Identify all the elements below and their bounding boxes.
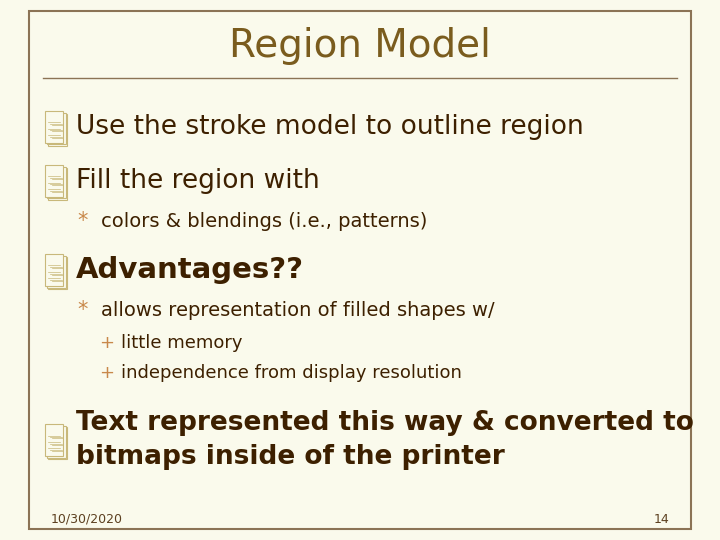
FancyBboxPatch shape — [45, 254, 63, 286]
FancyBboxPatch shape — [45, 165, 63, 197]
Text: Use the stroke model to outline region: Use the stroke model to outline region — [76, 114, 583, 140]
FancyBboxPatch shape — [48, 113, 67, 145]
Text: 14: 14 — [654, 513, 670, 526]
FancyBboxPatch shape — [47, 426, 66, 458]
Text: Fill the region with: Fill the region with — [76, 168, 320, 194]
Text: Advantages??: Advantages?? — [76, 256, 304, 284]
Text: +: + — [99, 334, 114, 352]
FancyBboxPatch shape — [45, 424, 63, 456]
FancyBboxPatch shape — [48, 167, 67, 199]
Text: *: * — [78, 211, 88, 232]
Text: allows representation of filled shapes w/: allows representation of filled shapes w… — [101, 301, 495, 320]
Text: 10/30/2020: 10/30/2020 — [50, 513, 122, 526]
Text: Text represented this way & converted to
bitmaps inside of the printer: Text represented this way & converted to… — [76, 410, 693, 470]
FancyBboxPatch shape — [45, 111, 63, 143]
Text: colors & blendings (i.e., patterns): colors & blendings (i.e., patterns) — [101, 212, 427, 231]
Text: +: + — [99, 363, 114, 382]
Text: independence from display resolution: independence from display resolution — [121, 363, 462, 382]
FancyBboxPatch shape — [48, 257, 67, 288]
Text: *: * — [78, 300, 88, 321]
FancyBboxPatch shape — [47, 255, 66, 287]
FancyBboxPatch shape — [47, 112, 66, 144]
FancyBboxPatch shape — [47, 166, 66, 198]
FancyBboxPatch shape — [48, 427, 67, 459]
FancyBboxPatch shape — [29, 11, 691, 529]
Text: Region Model: Region Model — [229, 27, 491, 65]
Text: little memory: little memory — [121, 334, 243, 352]
